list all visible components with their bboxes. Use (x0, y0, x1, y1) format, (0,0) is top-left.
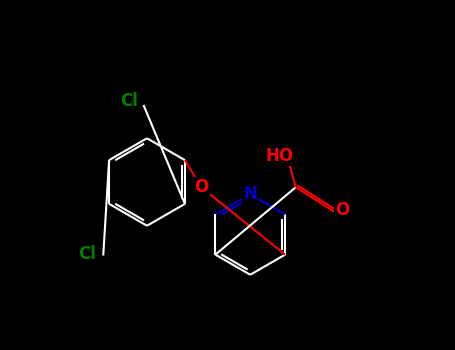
Text: O: O (335, 201, 349, 219)
Text: Cl: Cl (79, 245, 96, 263)
Text: N: N (243, 185, 257, 203)
Text: HO: HO (266, 147, 294, 165)
Text: Cl: Cl (121, 92, 138, 111)
Text: O: O (194, 178, 208, 196)
